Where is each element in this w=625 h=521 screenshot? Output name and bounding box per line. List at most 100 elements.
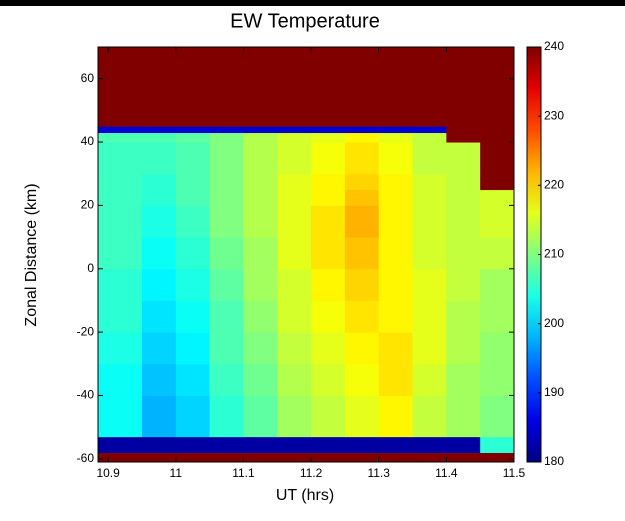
heat-cell bbox=[446, 189, 481, 206]
x-axis-label: UT (hrs) bbox=[276, 487, 334, 504]
heat-cell bbox=[243, 436, 278, 453]
heat-cell bbox=[412, 363, 447, 396]
heat-cell bbox=[98, 452, 143, 463]
heat-cell bbox=[209, 132, 244, 143]
heat-cell bbox=[175, 268, 211, 301]
heat-cell bbox=[480, 452, 515, 463]
heat-cell bbox=[344, 436, 380, 453]
heat-cell bbox=[243, 142, 278, 175]
heat-cell bbox=[412, 436, 447, 453]
colorbar-tick-label: 220 bbox=[544, 178, 564, 192]
heat-cell bbox=[277, 436, 312, 453]
heat-cell bbox=[480, 173, 515, 191]
y-tick-label: 40 bbox=[81, 134, 95, 148]
heat-cell bbox=[480, 395, 515, 438]
heat-cell bbox=[277, 47, 312, 127]
heat-cell bbox=[480, 436, 515, 453]
heat-cell bbox=[141, 47, 177, 127]
heat-cell bbox=[344, 452, 380, 463]
heat-cell bbox=[480, 126, 515, 134]
heat-cell bbox=[480, 268, 515, 301]
heat-cell bbox=[344, 363, 380, 396]
heat-cell bbox=[175, 47, 211, 127]
heat-cell bbox=[344, 142, 380, 175]
heat-cell bbox=[141, 237, 177, 270]
heat-cell bbox=[209, 452, 244, 463]
heat-cell bbox=[311, 173, 346, 191]
heat-cell bbox=[344, 268, 380, 301]
heat-cell bbox=[378, 363, 414, 396]
heat-cell bbox=[344, 300, 380, 333]
heat-cell bbox=[412, 47, 447, 127]
heat-cell bbox=[209, 436, 244, 453]
heat-cell bbox=[98, 205, 143, 238]
heat-cell bbox=[243, 452, 278, 463]
heat-cell bbox=[98, 237, 143, 270]
heat-cell bbox=[311, 363, 346, 396]
heat-cell bbox=[209, 142, 244, 175]
heat-cell bbox=[98, 126, 143, 134]
heat-cell bbox=[175, 332, 211, 365]
heat-cell bbox=[98, 142, 143, 175]
heat-cell bbox=[378, 268, 414, 301]
heat-cell bbox=[141, 268, 177, 301]
heat-cell bbox=[480, 332, 515, 365]
x-tick-label: 11.3 bbox=[367, 466, 390, 480]
heat-cell bbox=[243, 173, 278, 191]
heat-cell bbox=[277, 132, 312, 143]
heat-cell bbox=[480, 237, 515, 270]
heat-cell bbox=[480, 189, 515, 206]
heat-cell bbox=[378, 436, 414, 453]
heat-cell bbox=[311, 332, 346, 365]
heat-cell bbox=[209, 300, 244, 333]
colorbar-tick-label: 210 bbox=[544, 247, 564, 261]
heat-cell bbox=[243, 237, 278, 270]
heat-cell bbox=[446, 436, 481, 453]
heat-cell bbox=[344, 189, 380, 206]
heat-cell bbox=[98, 132, 143, 143]
heat-cell bbox=[378, 452, 414, 463]
heat-cell bbox=[311, 300, 346, 333]
heat-cell bbox=[209, 332, 244, 365]
heat-cell bbox=[446, 452, 481, 463]
heat-cell bbox=[209, 237, 244, 270]
x-tick-label: 11.2 bbox=[300, 466, 323, 480]
heat-cell bbox=[175, 132, 211, 143]
heat-cell bbox=[412, 395, 447, 438]
heat-cell bbox=[141, 436, 177, 453]
heat-cell bbox=[243, 126, 278, 134]
heat-cell bbox=[209, 173, 244, 191]
heat-cell bbox=[243, 395, 278, 438]
heat-cell bbox=[446, 205, 481, 238]
heat-cell bbox=[412, 332, 447, 365]
heat-cell bbox=[243, 132, 278, 143]
heat-cell bbox=[98, 436, 143, 453]
heat-cell bbox=[412, 189, 447, 206]
colorbar-tick-label: 200 bbox=[544, 316, 564, 330]
heat-cell bbox=[243, 189, 278, 206]
heat-cell bbox=[311, 268, 346, 301]
heat-cell bbox=[446, 47, 481, 127]
x-tick-label: 11 bbox=[170, 466, 183, 480]
heat-cell bbox=[378, 126, 414, 134]
heat-cell bbox=[344, 126, 380, 134]
heat-cell bbox=[175, 300, 211, 333]
colorbar-tick-label: 240 bbox=[544, 39, 564, 53]
heat-cell bbox=[446, 300, 481, 333]
heat-cell bbox=[311, 436, 346, 453]
heat-cell bbox=[243, 47, 278, 127]
heat-cell bbox=[446, 173, 481, 191]
heat-cell bbox=[378, 132, 414, 143]
heat-cell bbox=[311, 452, 346, 463]
chart-title: EW Temperature bbox=[230, 10, 380, 32]
heat-cell bbox=[311, 47, 346, 127]
y-tick-label: 0 bbox=[87, 261, 94, 275]
heat-cell bbox=[446, 363, 481, 396]
heat-cell bbox=[277, 300, 312, 333]
colorbar-tick-label: 230 bbox=[544, 108, 564, 122]
heat-cell bbox=[243, 300, 278, 333]
y-axis-label: Zonal Distance (km) bbox=[23, 183, 40, 326]
heat-cell bbox=[446, 132, 481, 143]
heat-cell bbox=[412, 126, 447, 134]
colorbar-tick-label: 180 bbox=[544, 454, 564, 468]
